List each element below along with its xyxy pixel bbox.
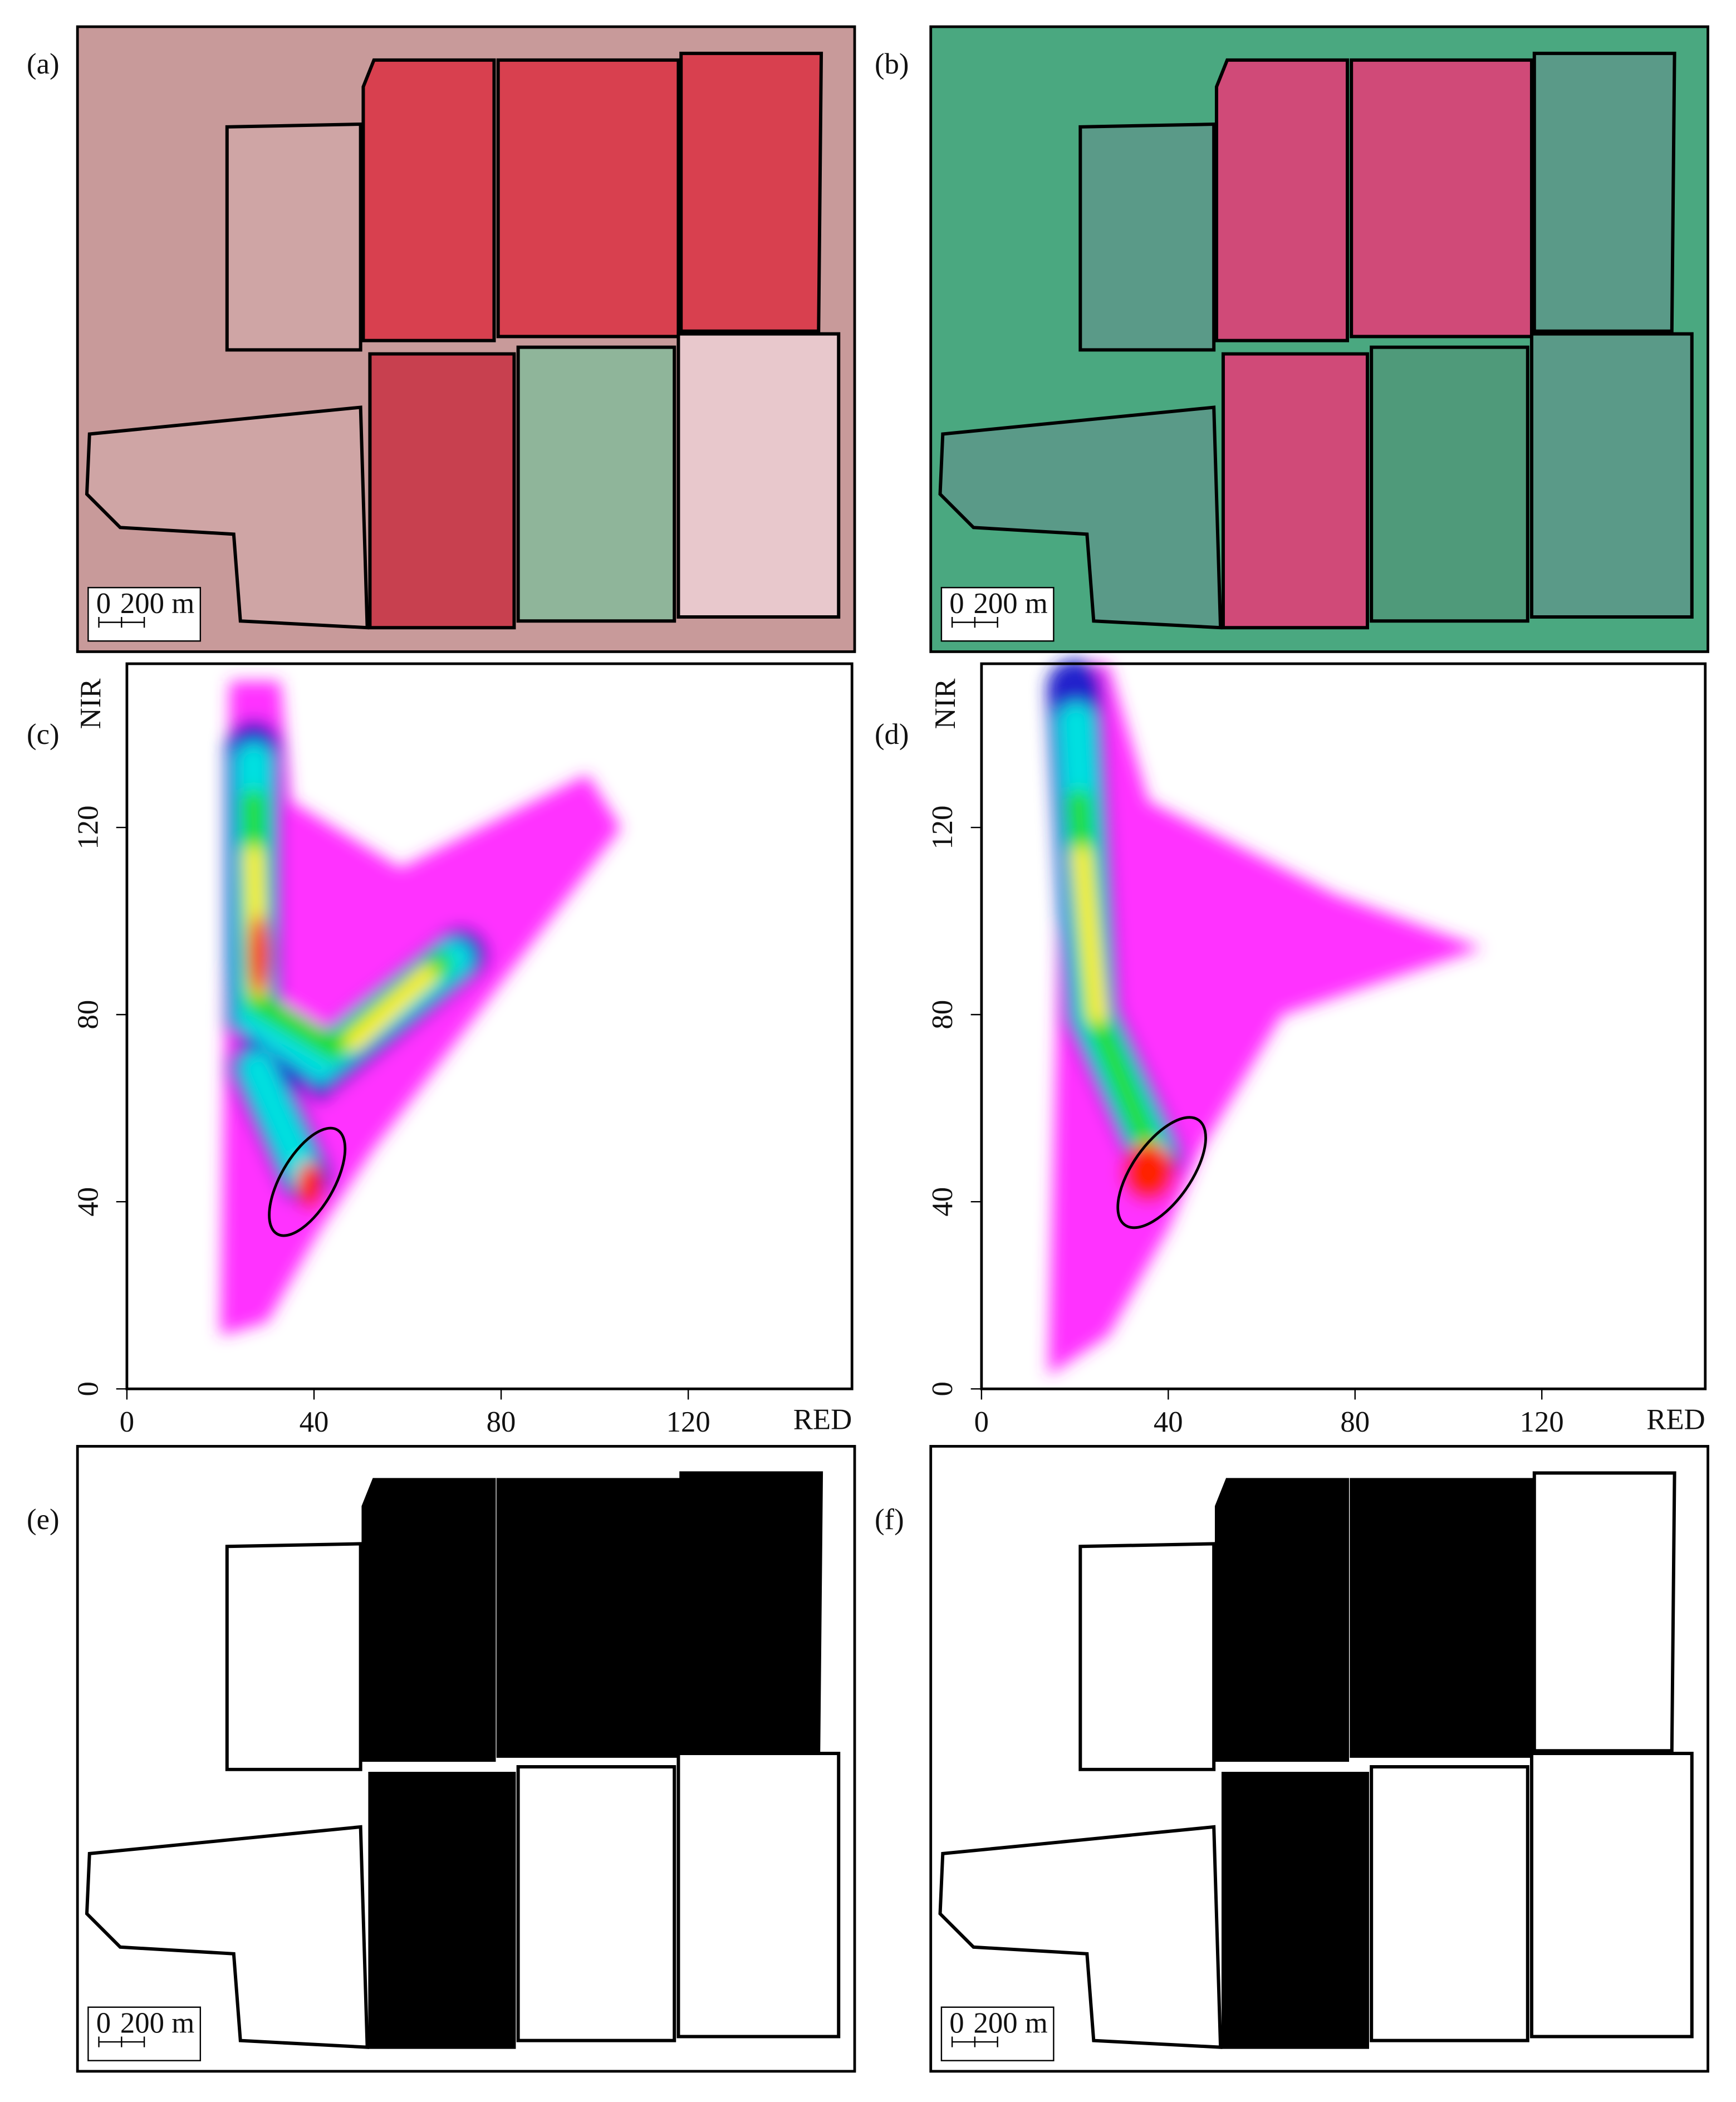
scale-bar-box [940, 587, 1055, 642]
image-panel: 0 200 m [929, 1445, 1709, 2073]
scale-bar-label: 200 m [120, 2007, 194, 2039]
y-tick-label: 0 [926, 1381, 959, 1396]
image-panel: 0 200 m [76, 25, 856, 653]
field-outline [679, 1471, 823, 1753]
scale-bar-box [87, 587, 202, 642]
field-outline [225, 122, 362, 352]
field-outline [516, 345, 676, 623]
scale-bar [98, 2036, 145, 2047]
y-tick-label: 120 [926, 805, 959, 849]
field-outline [85, 1825, 369, 2049]
y-tick-label: 80 [926, 1000, 959, 1030]
scale-bar-label: 0 [96, 587, 111, 620]
field-outline [1350, 1478, 1533, 1758]
field-outline [1350, 58, 1533, 339]
field-outline [361, 1478, 496, 1762]
scale-bar-label: 0 [949, 587, 964, 620]
x-tick-label: 120 [1520, 1406, 1564, 1438]
field-outline [938, 1825, 1223, 2049]
plot-frame [125, 662, 854, 1390]
field-outline [1529, 332, 1694, 619]
y-tick-label: 0 [72, 1381, 104, 1396]
scale-bar [951, 2036, 998, 2047]
x-tick-label: 120 [666, 1406, 710, 1438]
field-outline [1532, 1471, 1676, 1753]
scale-bar-box [940, 2006, 1055, 2061]
field-outline [496, 58, 680, 339]
field-outline [938, 405, 1223, 630]
scale-bar [98, 617, 145, 628]
field-outline [496, 1478, 680, 1758]
panel-label: (b) [875, 48, 909, 80]
scale-bar-label: 200 m [973, 587, 1047, 620]
field-outline [225, 1542, 362, 1771]
panel-label: (f) [875, 1503, 904, 1536]
scale-bar [951, 617, 998, 628]
panel-label: (d) [875, 718, 909, 751]
field-outline [1214, 1478, 1350, 1762]
x-tick-label: 0 [974, 1406, 989, 1438]
field-outline [361, 58, 496, 342]
ellipse [268, 1126, 347, 1237]
field-outline [516, 1765, 676, 2042]
field-outline [1370, 345, 1529, 623]
field-outline [1221, 352, 1369, 630]
scale-bar-label: 0 [96, 2007, 111, 2039]
y-axis-label: NIR [75, 678, 107, 729]
field-outline [676, 1752, 841, 2039]
field-outline [676, 332, 841, 619]
field-outline [1221, 1772, 1369, 2049]
field-outline [1078, 122, 1216, 352]
panel-label: (e) [27, 1503, 60, 1536]
x-axis-label: RED [1646, 1403, 1705, 1435]
field-outline [368, 1772, 516, 2049]
scale-bar-label: 200 m [120, 587, 194, 620]
scale-bar-label: 200 m [973, 2007, 1047, 2039]
x-tick-label: 40 [1154, 1406, 1183, 1438]
y-tick-label: 120 [72, 805, 104, 849]
field-outline [1214, 58, 1350, 342]
x-axis-label: RED [793, 1403, 852, 1435]
field-outline [1370, 1765, 1529, 2042]
y-tick-label: 40 [926, 1187, 959, 1217]
plot-frame [980, 662, 1707, 1390]
field-outline [1078, 1542, 1216, 1771]
field-outline [368, 352, 516, 630]
y-tick-label: 40 [72, 1187, 104, 1217]
field-outline [1532, 51, 1676, 333]
density-cloud [220, 681, 621, 1336]
ellipse [1116, 1116, 1207, 1229]
image-panel: 0 200 m [929, 25, 1709, 653]
density-cloud [1047, 659, 1483, 1376]
x-tick-label: 80 [1340, 1406, 1370, 1438]
image-panel: 0 200 m [76, 1445, 856, 2073]
panel-label: (c) [27, 718, 60, 751]
x-tick-label: 80 [487, 1406, 516, 1438]
panel-label: (a) [27, 48, 60, 80]
field-outline [1529, 1752, 1694, 2039]
y-axis-label: NIR [929, 678, 962, 729]
x-tick-label: 0 [120, 1406, 134, 1438]
field-outline [85, 405, 369, 630]
y-tick-label: 80 [72, 1000, 104, 1030]
scale-bar-label: 0 [949, 2007, 964, 2039]
x-tick-label: 40 [300, 1406, 329, 1438]
field-outline [679, 51, 823, 333]
scale-bar-box [87, 2006, 202, 2061]
